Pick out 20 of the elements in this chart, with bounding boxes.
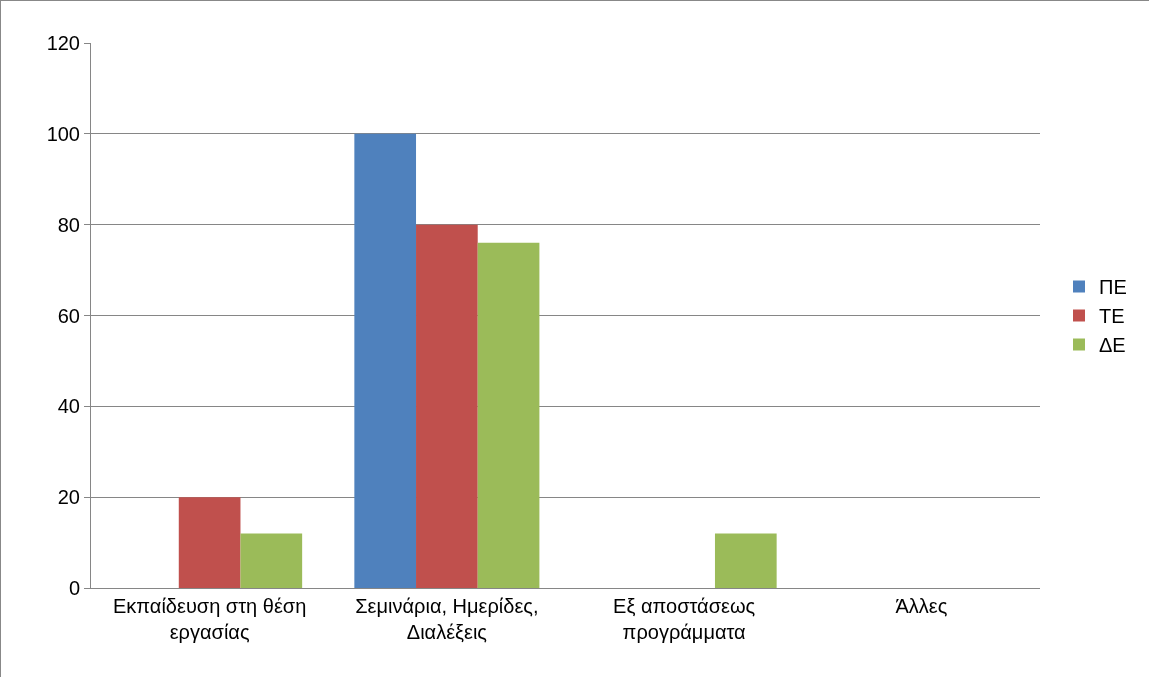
y-tick-label: 100 (46, 122, 80, 145)
legend-label: ΠΕ (1098, 276, 1127, 299)
x-tick-label: Άλλες (895, 595, 948, 617)
x-tick-label: Σεμινάρια, Ημερίδες, Διαλέξεις (355, 595, 539, 643)
bar (714, 533, 777, 588)
legend-label: ΤΕ (1098, 305, 1125, 328)
bar (477, 242, 540, 588)
y-tick-label: 0 (68, 577, 80, 599)
y-tick-label: 20 (57, 486, 80, 509)
bar (178, 497, 241, 588)
x-tick-label: Εκπαίδευση στη θέση εργασίας (112, 595, 307, 643)
y-tick-label: 40 (57, 395, 80, 418)
bar (416, 224, 478, 588)
bar (240, 533, 303, 588)
bar (354, 133, 417, 588)
legend-label: ΔΕ (1098, 334, 1126, 357)
y-tick-label: 60 (57, 304, 80, 327)
y-tick-label: 80 (57, 213, 80, 236)
y-tick-label: 120 (46, 32, 80, 54)
x-tick-label: Εξ αποστάσεως προγράμματα (613, 595, 756, 643)
